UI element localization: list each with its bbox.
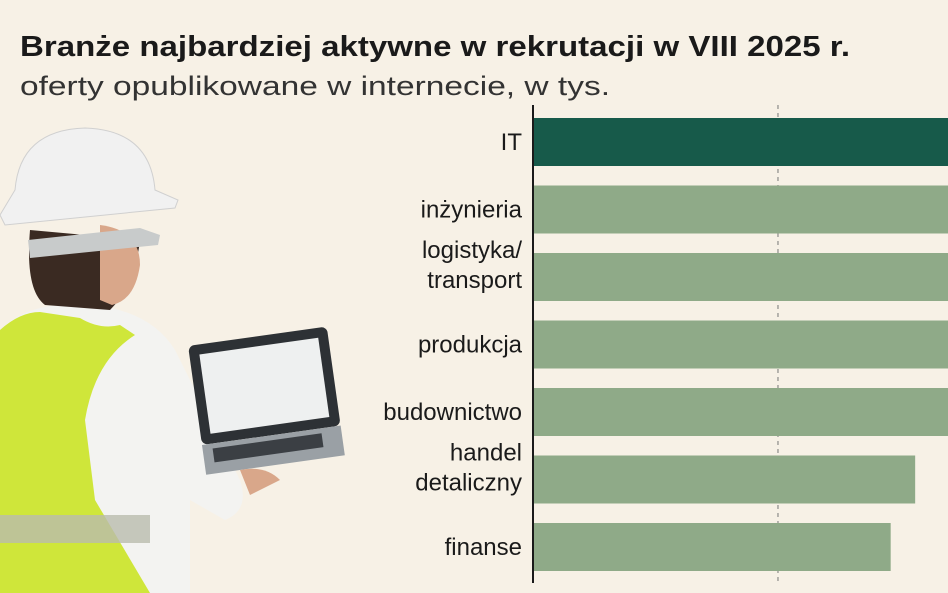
category-label-line: transport bbox=[427, 267, 522, 294]
category-label: produkcja bbox=[418, 332, 523, 359]
chart-title: Branże najbardziej aktywne w rekrutacji … bbox=[20, 31, 850, 63]
category-label-line: handel bbox=[450, 440, 522, 467]
bar bbox=[533, 118, 948, 166]
bar bbox=[533, 388, 948, 436]
chart-subtitle: oferty opublikowane w internecie, w tys. bbox=[20, 71, 610, 101]
category-label: finanse bbox=[445, 534, 522, 561]
bar bbox=[533, 455, 916, 504]
bar bbox=[533, 253, 948, 301]
category-label: logistyka/transport bbox=[422, 237, 522, 294]
category-label: handel detaliczny bbox=[415, 440, 522, 497]
bar bbox=[533, 523, 891, 571]
bar bbox=[533, 320, 948, 369]
bar bbox=[533, 185, 948, 234]
category-label: IT bbox=[501, 129, 523, 156]
illustration bbox=[0, 127, 345, 593]
category-label-line: logistyka/ bbox=[422, 237, 522, 264]
category-label: budownictwo bbox=[383, 399, 522, 426]
category-label: inżynieria bbox=[421, 197, 523, 224]
category-label-line: detaliczny bbox=[415, 470, 522, 497]
